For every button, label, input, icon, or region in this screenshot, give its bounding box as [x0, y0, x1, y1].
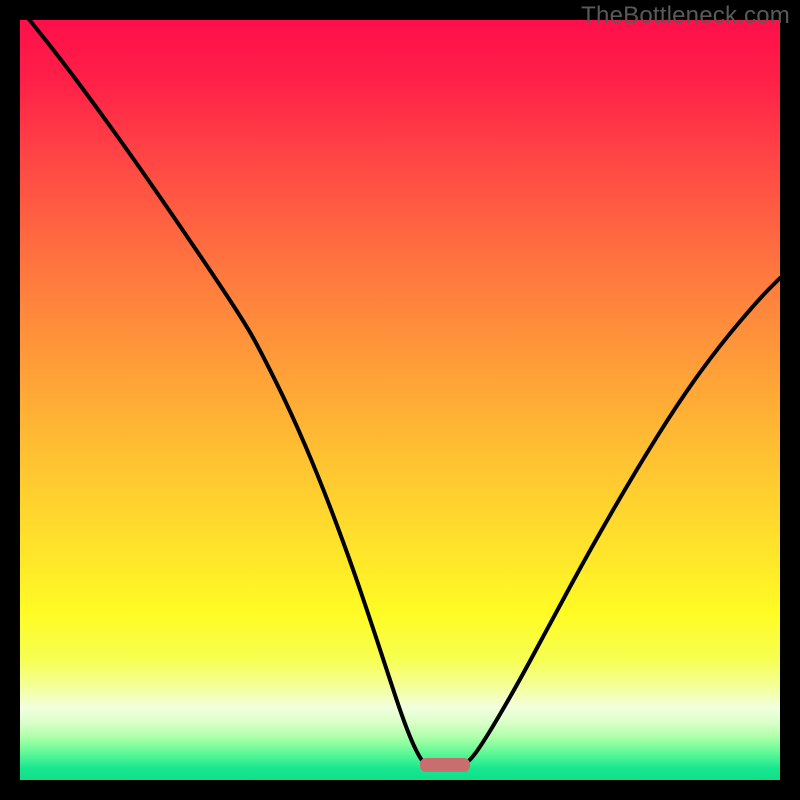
bottleneck-curve-layer: [0, 0, 800, 800]
bottleneck-curve: [20, 8, 780, 764]
optimal-point-marker: [420, 758, 470, 772]
watermark-label: TheBottleneck.com: [581, 2, 790, 30]
